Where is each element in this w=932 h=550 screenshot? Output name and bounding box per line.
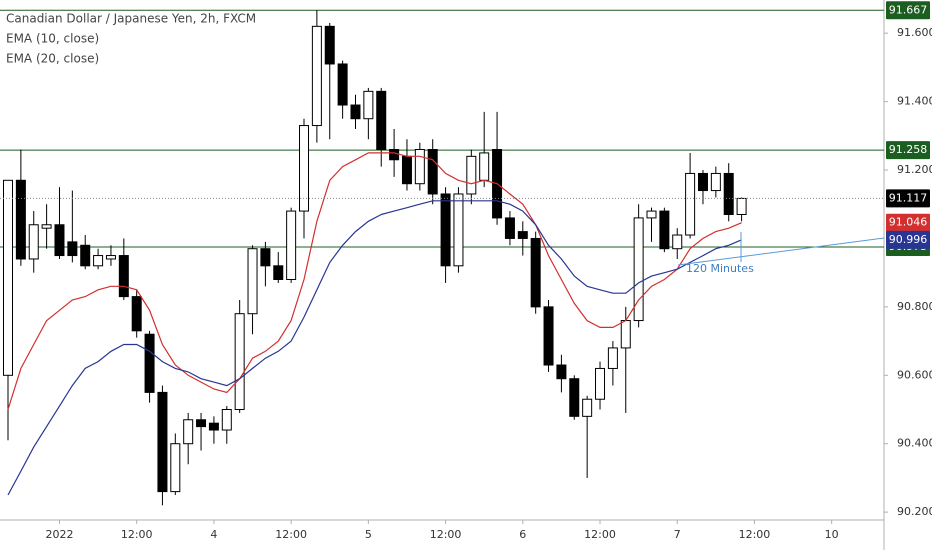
last-price-label-box bbox=[886, 189, 930, 208]
ema-price-label-box bbox=[886, 230, 930, 249]
candle-body bbox=[543, 306, 554, 366]
candle-body bbox=[324, 25, 335, 65]
candle-body bbox=[466, 155, 477, 195]
candle-body bbox=[633, 217, 644, 322]
ema-line bbox=[7, 200, 742, 496]
x-tick-label: 12:00 bbox=[121, 528, 153, 541]
candle-body bbox=[234, 313, 245, 411]
candle-body bbox=[93, 255, 104, 267]
y-tick-label: 90.800 bbox=[897, 300, 932, 313]
candle-body bbox=[556, 364, 567, 380]
ema-line bbox=[7, 152, 742, 410]
ema-price-label: 91.046 bbox=[889, 216, 928, 229]
candle-body bbox=[337, 63, 348, 106]
candle-body bbox=[54, 224, 65, 257]
candle-body bbox=[183, 419, 194, 445]
legend-entry: EMA (20, close) bbox=[6, 52, 99, 66]
x-tick-label: 10 bbox=[825, 528, 839, 541]
candle-body bbox=[41, 224, 52, 229]
candle-body bbox=[221, 409, 232, 431]
candle-body bbox=[389, 149, 400, 161]
trend-line bbox=[677, 237, 885, 266]
candle-body bbox=[723, 172, 734, 216]
candle-body bbox=[659, 210, 670, 250]
y-tick-label: 90.600 bbox=[897, 368, 932, 381]
candle-body bbox=[118, 255, 129, 298]
last-price-label: 91.117 bbox=[889, 191, 928, 204]
candle-body bbox=[286, 210, 297, 280]
candle-body bbox=[15, 179, 26, 260]
candle-body bbox=[67, 241, 78, 257]
candle-body bbox=[311, 25, 322, 127]
candle-body bbox=[299, 125, 310, 212]
x-tick-label: 12:00 bbox=[430, 528, 462, 541]
candle-body bbox=[710, 172, 721, 192]
candle-body bbox=[582, 398, 593, 417]
candle-body bbox=[697, 172, 708, 192]
x-tick-label: 4 bbox=[210, 528, 217, 541]
x-tick-label: 12:00 bbox=[275, 528, 307, 541]
candle-body bbox=[247, 248, 258, 315]
candle-body bbox=[595, 367, 606, 400]
candle-body bbox=[196, 419, 207, 428]
x-tick-label: 12:00 bbox=[739, 528, 771, 541]
y-tick-label: 91.200 bbox=[897, 163, 932, 176]
plot-area bbox=[0, 9, 884, 506]
candle-body bbox=[260, 248, 271, 267]
candle-body bbox=[672, 234, 683, 250]
y-tick-label: 90.400 bbox=[897, 437, 932, 450]
candle-body bbox=[517, 231, 528, 239]
candle-body bbox=[144, 333, 155, 393]
level-label: 91.258 bbox=[889, 143, 928, 156]
candle-body bbox=[479, 152, 490, 181]
candle-body bbox=[28, 224, 39, 260]
candle-body bbox=[376, 90, 387, 150]
legend-entry: EMA (10, close) bbox=[6, 32, 99, 46]
candle-body bbox=[440, 193, 451, 267]
candle-body bbox=[414, 149, 425, 185]
level-label-box bbox=[886, 1, 930, 20]
level-label: 91.667 bbox=[889, 3, 928, 16]
candle-body bbox=[453, 193, 464, 267]
candle-body bbox=[208, 422, 219, 431]
candle-body bbox=[363, 90, 374, 120]
y-tick-label: 91.400 bbox=[897, 95, 932, 108]
candle-body bbox=[105, 255, 116, 260]
ema-price-label: 90.996 bbox=[889, 233, 928, 246]
annotation: 120 Minutes bbox=[686, 262, 754, 275]
x-tick-label: 6 bbox=[519, 528, 526, 541]
ema-price-label-box bbox=[886, 213, 930, 232]
x-tick-label: 12:00 bbox=[584, 528, 616, 541]
x-tick-label: 5 bbox=[365, 528, 372, 541]
candle-body bbox=[170, 443, 181, 493]
candle-body bbox=[80, 244, 91, 267]
y-tick-label: 91.600 bbox=[897, 26, 932, 39]
candle-body bbox=[504, 217, 515, 239]
y-tick-label: 90.200 bbox=[897, 505, 932, 518]
candle-body bbox=[131, 296, 142, 332]
candle-body bbox=[350, 104, 361, 120]
candle-body bbox=[157, 391, 168, 493]
candle-body bbox=[569, 378, 580, 417]
level-label-box bbox=[886, 141, 930, 160]
candle-body bbox=[736, 197, 747, 215]
candle-body bbox=[685, 172, 696, 236]
candle-body bbox=[530, 237, 541, 308]
candle-body bbox=[607, 347, 618, 369]
candle-body bbox=[3, 179, 13, 376]
candle-body bbox=[646, 210, 657, 219]
candle-body bbox=[620, 320, 631, 349]
x-tick-label: 7 bbox=[674, 528, 681, 541]
x-tick-label: 2022 bbox=[45, 528, 73, 541]
candle-body bbox=[427, 149, 438, 195]
chart-title: Canadian Dollar / Japanese Yen, 2h, FXCM bbox=[6, 12, 256, 26]
candle-body bbox=[401, 155, 412, 185]
candle-body bbox=[273, 265, 284, 281]
